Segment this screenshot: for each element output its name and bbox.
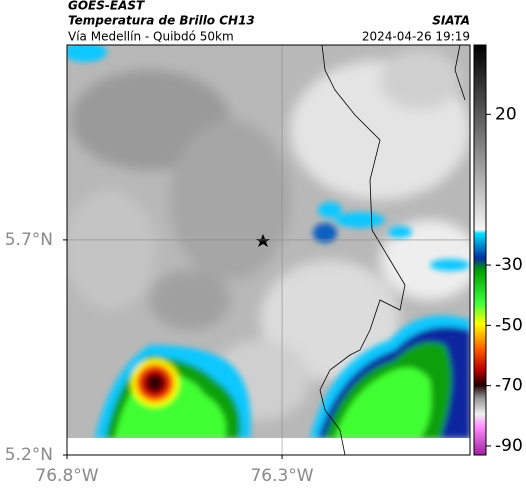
colorbar-tick-label: -30 — [495, 255, 523, 275]
datetime: 2024-04-26 19:19 — [362, 30, 470, 44]
satellite-image — [67, 45, 470, 455]
location-marker — [256, 234, 270, 247]
colorbar-tick-label: 20 — [495, 104, 517, 124]
product: Temperatura de Brillo CH13 — [68, 14, 255, 28]
map-frame — [66, 44, 471, 456]
y-tick-label: 5.2°N — [5, 445, 53, 465]
region: Vía Medellín - Quibdó 50km — [68, 30, 234, 44]
colorbar-tick-label: -50 — [495, 315, 523, 335]
x-tick-label: 76.3°W — [250, 466, 313, 486]
x-tick-label: 76.8°W — [35, 466, 98, 486]
colorbar-tick-label: -90 — [495, 436, 523, 456]
agency: SIATA — [432, 14, 470, 28]
colorbar — [473, 44, 487, 456]
satellite: GOES-EAST — [68, 0, 145, 13]
y-tick-label: 5.7°N — [5, 230, 53, 250]
colorbar-tick-label: -70 — [495, 376, 523, 396]
